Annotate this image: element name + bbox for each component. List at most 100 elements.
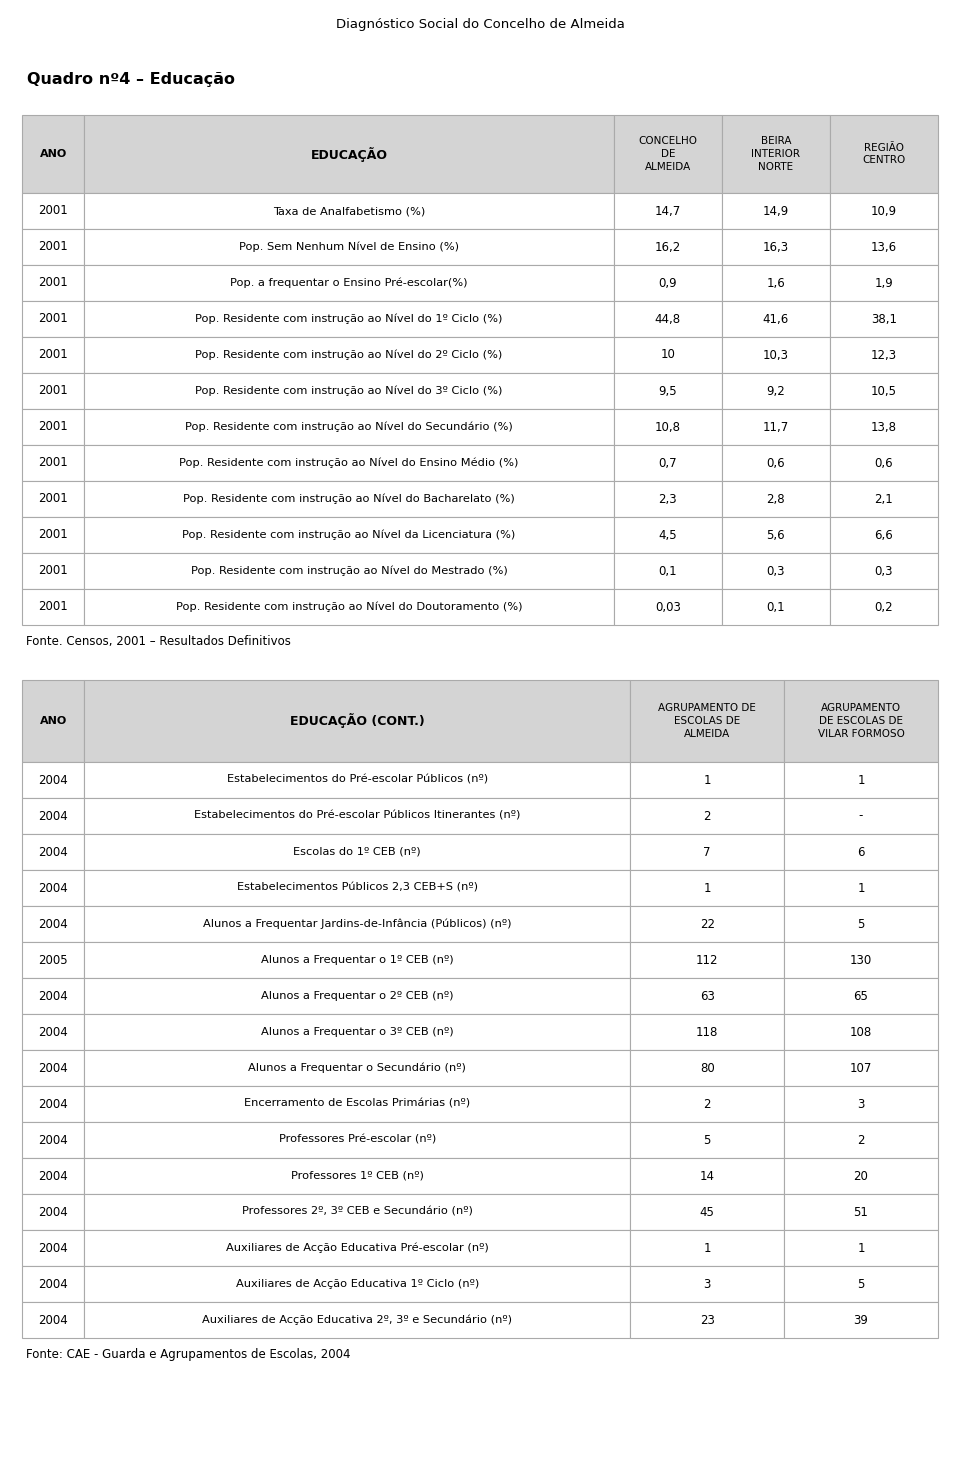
- Text: Escolas do 1º CEB (nº): Escolas do 1º CEB (nº): [294, 848, 421, 856]
- Text: 2001: 2001: [38, 277, 68, 289]
- Text: 1: 1: [857, 773, 865, 786]
- Text: Pop. Sem Nenhum Nível de Ensino (%): Pop. Sem Nenhum Nível de Ensino (%): [239, 242, 459, 252]
- Bar: [784, 1158, 938, 1193]
- Bar: [84, 1230, 630, 1266]
- Bar: [84, 1301, 630, 1338]
- Text: 2001: 2001: [38, 312, 68, 325]
- Text: 39: 39: [853, 1313, 869, 1326]
- Bar: [22, 798, 84, 835]
- Bar: [784, 1230, 938, 1266]
- Bar: [613, 301, 722, 337]
- Bar: [22, 1230, 84, 1266]
- Text: 45: 45: [700, 1205, 714, 1218]
- Bar: [84, 1193, 630, 1230]
- Text: REGIÃO
CENTRO: REGIÃO CENTRO: [862, 143, 905, 165]
- Bar: [784, 798, 938, 835]
- Text: Alunos a Frequentar o 1º CEB (nº): Alunos a Frequentar o 1º CEB (nº): [261, 956, 453, 964]
- Text: 5: 5: [704, 1134, 710, 1147]
- Text: 130: 130: [850, 954, 873, 966]
- Text: Pop. Residente com instrução ao Nível do 2º Ciclo (%): Pop. Residente com instrução ao Nível do…: [196, 350, 503, 360]
- Bar: [784, 1085, 938, 1122]
- Bar: [784, 978, 938, 1014]
- Text: 1,6: 1,6: [766, 277, 785, 289]
- Text: Professores Pré-escolar (nº): Professores Pré-escolar (nº): [278, 1135, 436, 1145]
- Text: 9,2: 9,2: [766, 385, 785, 397]
- Text: 0,1: 0,1: [766, 601, 785, 613]
- Text: 2: 2: [704, 1097, 711, 1110]
- Text: 0,03: 0,03: [655, 601, 681, 613]
- Text: Estabelecimentos do Pré-escolar Públicos (nº): Estabelecimentos do Pré-escolar Públicos…: [227, 775, 488, 785]
- Text: ANO: ANO: [39, 149, 67, 159]
- Text: Fonte: CAE - Guarda e Agrupamentos de Escolas, 2004: Fonte: CAE - Guarda e Agrupamentos de Es…: [26, 1348, 350, 1361]
- Text: 41,6: 41,6: [763, 312, 789, 325]
- Text: 14,9: 14,9: [763, 204, 789, 217]
- Text: Pop. Residente com instrução ao Nível do Doutoramento (%): Pop. Residente com instrução ao Nível do…: [176, 601, 522, 613]
- Bar: [784, 1122, 938, 1158]
- Bar: [84, 589, 613, 624]
- Text: 23: 23: [700, 1313, 714, 1326]
- Text: 14: 14: [700, 1170, 714, 1182]
- Bar: [829, 374, 938, 409]
- Bar: [22, 906, 84, 943]
- Text: 10: 10: [660, 349, 675, 362]
- Text: 51: 51: [853, 1205, 869, 1218]
- Text: Pop. Residente com instrução ao Nível do Mestrado (%): Pop. Residente com instrução ao Nível do…: [191, 566, 508, 576]
- Text: 10,8: 10,8: [655, 420, 681, 433]
- Bar: [722, 266, 829, 301]
- Text: 2,3: 2,3: [659, 493, 677, 505]
- Bar: [84, 1014, 630, 1050]
- Bar: [613, 337, 722, 374]
- Bar: [630, 680, 784, 762]
- Text: 16,2: 16,2: [655, 241, 681, 254]
- Bar: [84, 409, 613, 445]
- Bar: [613, 516, 722, 553]
- Bar: [784, 1193, 938, 1230]
- Bar: [829, 516, 938, 553]
- Bar: [22, 589, 84, 624]
- Text: EDUCAÇÃO: EDUCAÇÃO: [310, 146, 388, 162]
- Text: Pop. Residente com instrução ao Nível do Secundário (%): Pop. Residente com instrução ao Nível do…: [185, 422, 513, 432]
- Text: 5: 5: [857, 918, 865, 931]
- Text: 2001: 2001: [38, 204, 68, 217]
- Text: 2001: 2001: [38, 420, 68, 433]
- Text: Taxa de Analfabetismo (%): Taxa de Analfabetismo (%): [273, 206, 425, 216]
- Bar: [829, 115, 938, 193]
- Bar: [722, 374, 829, 409]
- Bar: [84, 229, 613, 266]
- Text: 0,6: 0,6: [875, 457, 893, 470]
- Bar: [613, 589, 722, 624]
- Text: AGRUPAMENTO
DE ESCOLAS DE
VILAR FORMOSO: AGRUPAMENTO DE ESCOLAS DE VILAR FORMOSO: [818, 703, 904, 738]
- Bar: [22, 835, 84, 870]
- Text: 11,7: 11,7: [763, 420, 789, 433]
- Bar: [22, 481, 84, 516]
- Text: Encerramento de Escolas Primárias (nº): Encerramento de Escolas Primárias (nº): [244, 1099, 470, 1109]
- Text: 1: 1: [704, 773, 711, 786]
- Bar: [22, 1122, 84, 1158]
- Text: 2005: 2005: [38, 954, 68, 966]
- Text: 5: 5: [857, 1278, 865, 1291]
- Bar: [22, 553, 84, 589]
- Text: Pop. a frequentar o Ensino Pré-escolar(%): Pop. a frequentar o Ensino Pré-escolar(%…: [230, 277, 468, 289]
- Bar: [22, 680, 84, 762]
- Bar: [630, 1301, 784, 1338]
- Bar: [722, 481, 829, 516]
- Bar: [630, 835, 784, 870]
- Bar: [22, 762, 84, 798]
- Bar: [829, 445, 938, 481]
- Bar: [630, 1266, 784, 1301]
- Text: Auxiliares de Acção Educativa Pré-escolar (nº): Auxiliares de Acção Educativa Pré-escola…: [226, 1243, 489, 1253]
- Bar: [722, 115, 829, 193]
- Text: 22: 22: [700, 918, 714, 931]
- Text: 2004: 2004: [38, 1062, 68, 1074]
- Bar: [84, 762, 630, 798]
- Bar: [722, 589, 829, 624]
- Bar: [84, 1266, 630, 1301]
- Text: 2001: 2001: [38, 349, 68, 362]
- Text: Diagnóstico Social do Concelho de Almeida: Diagnóstico Social do Concelho de Almeid…: [336, 18, 624, 31]
- Text: 12,3: 12,3: [871, 349, 897, 362]
- Text: 2001: 2001: [38, 241, 68, 254]
- Text: 2: 2: [704, 810, 711, 823]
- Bar: [722, 553, 829, 589]
- Bar: [784, 870, 938, 906]
- Bar: [630, 943, 784, 978]
